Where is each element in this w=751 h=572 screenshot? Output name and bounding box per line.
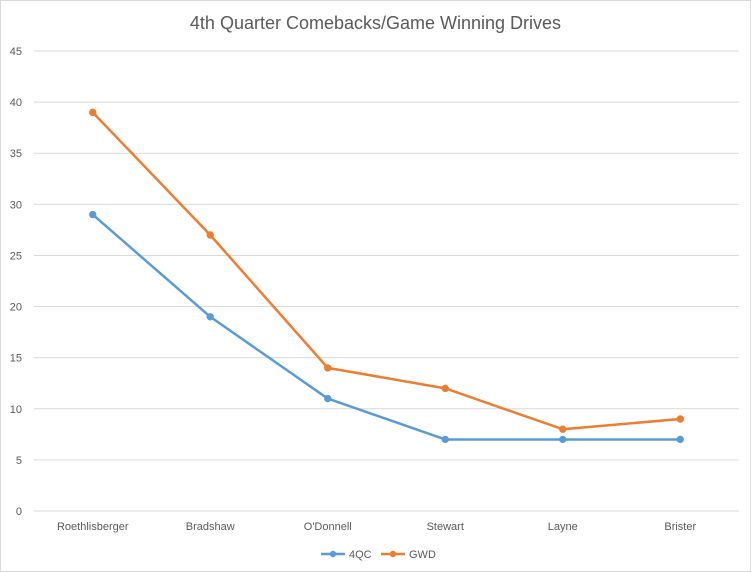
legend-marker-GWD: [389, 550, 397, 558]
y-tick-label: 20: [10, 302, 22, 314]
y-tick-label: 45: [10, 46, 22, 58]
legend-label-GWD: GWD: [409, 549, 436, 561]
legend-marker-4QC: [329, 550, 337, 558]
legend-label-4QC: 4QC: [349, 549, 372, 561]
data-point-4QC: [559, 435, 567, 444]
data-point-4QC: [324, 394, 332, 403]
data-point-4QC: [676, 435, 684, 444]
x-tick-label: Bradshaw: [186, 521, 235, 533]
data-point-4QC: [89, 210, 97, 219]
x-tick-label: Stewart: [427, 521, 464, 533]
chart-title: 4th Quarter Comebacks/Game Winning Drive…: [189, 13, 562, 33]
x-tick-label: O'Donnell: [304, 521, 352, 533]
y-tick-label: 10: [10, 404, 22, 416]
data-point-GWD: [324, 364, 332, 372]
data-point-GWD: [676, 415, 684, 423]
x-tick-label: Roethlisberger: [57, 521, 129, 533]
series-line-4QC: [91, 213, 682, 441]
data-point-GWD: [89, 108, 97, 117]
y-tick-label: 30: [10, 199, 22, 211]
data-point-4QC: [441, 435, 449, 444]
y-tick-label: 40: [10, 97, 22, 109]
x-tick-label: Brister: [664, 521, 696, 533]
data-point-4QC: [206, 313, 214, 321]
y-tick-label: 35: [10, 148, 22, 160]
x-tick-label: Layne: [548, 521, 578, 533]
y-tick-label: 0: [16, 506, 22, 518]
y-tick-label: 5: [16, 455, 22, 467]
data-point-GWD: [206, 231, 214, 239]
y-tick-label: 25: [10, 250, 22, 262]
series-line-GWD: [91, 111, 682, 431]
y-tick-label: 15: [10, 353, 22, 365]
data-point-GWD: [441, 384, 449, 393]
data-point-GWD: [559, 425, 567, 433]
